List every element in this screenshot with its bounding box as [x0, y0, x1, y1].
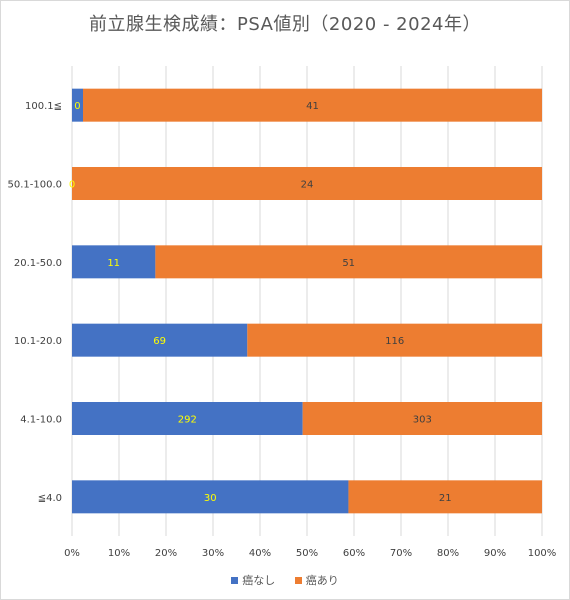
- x-tick-label: 10%: [108, 548, 130, 559]
- bar-cancer: [247, 323, 542, 357]
- x-tick-label: 50%: [296, 548, 318, 559]
- legend-label-cancer: 癌あり: [305, 574, 339, 587]
- x-tick-label: 40%: [249, 548, 271, 559]
- x-tick-label: 20%: [155, 548, 177, 559]
- data-label-no-cancer: 69: [153, 336, 166, 347]
- bar-cancer: [302, 402, 542, 435]
- data-label-cancer: 41: [306, 101, 319, 112]
- legend-swatch-cancer: [294, 576, 302, 584]
- bar-cancer: [348, 480, 542, 514]
- x-tick-label: 60%: [343, 548, 365, 559]
- bar-no-cancer: [72, 480, 349, 514]
- chart-title: 前立腺生検成績：PSA値別（2020 - 2024年）: [89, 14, 481, 35]
- category-label: 4.1-10.0: [20, 415, 62, 426]
- data-label-no-cancer: 0: [69, 180, 75, 191]
- bar-no-cancer: [72, 88, 83, 122]
- data-label-no-cancer: 30: [204, 493, 217, 504]
- data-label-cancer: 116: [385, 336, 404, 347]
- data-label-no-cancer: 292: [178, 415, 197, 426]
- bar-cancer: [72, 167, 542, 200]
- category-label: 50.1-100.0: [7, 180, 62, 191]
- legend-swatch-no-cancer: [231, 576, 239, 584]
- legend-label-no-cancer: 癌なし: [242, 574, 276, 587]
- bar-no-cancer: [72, 402, 303, 435]
- legend-item-no-cancer: 癌なし: [231, 572, 275, 588]
- x-tick-label: 80%: [437, 548, 459, 559]
- x-tick-label: 0%: [64, 548, 80, 559]
- bar-cancer: [155, 245, 543, 279]
- data-label-cancer: 303: [413, 415, 432, 426]
- bar-no-cancer: [72, 245, 156, 279]
- data-label-cancer: 21: [439, 493, 452, 504]
- x-tick-label: 90%: [484, 548, 506, 559]
- category-label: 10.1-20.0: [14, 336, 62, 347]
- data-label-no-cancer: 11: [107, 258, 120, 269]
- category-label: 20.1-50.0: [14, 258, 62, 269]
- bar-no-cancer: [72, 323, 248, 357]
- category-label: 100.1≦: [25, 101, 62, 112]
- data-label-cancer: 51: [342, 258, 355, 269]
- data-label-cancer: 24: [301, 180, 314, 191]
- category-label: ≦4.0: [38, 493, 62, 504]
- bar-cancer: [82, 88, 543, 122]
- x-tick-label: 30%: [202, 548, 224, 559]
- data-label-no-cancer: 0: [74, 101, 80, 112]
- legend: 癌なし 癌あり: [0, 572, 570, 588]
- x-tick-label: 100%: [528, 548, 557, 559]
- legend-item-cancer: 癌あり: [294, 572, 339, 588]
- x-tick-label: 70%: [390, 548, 412, 559]
